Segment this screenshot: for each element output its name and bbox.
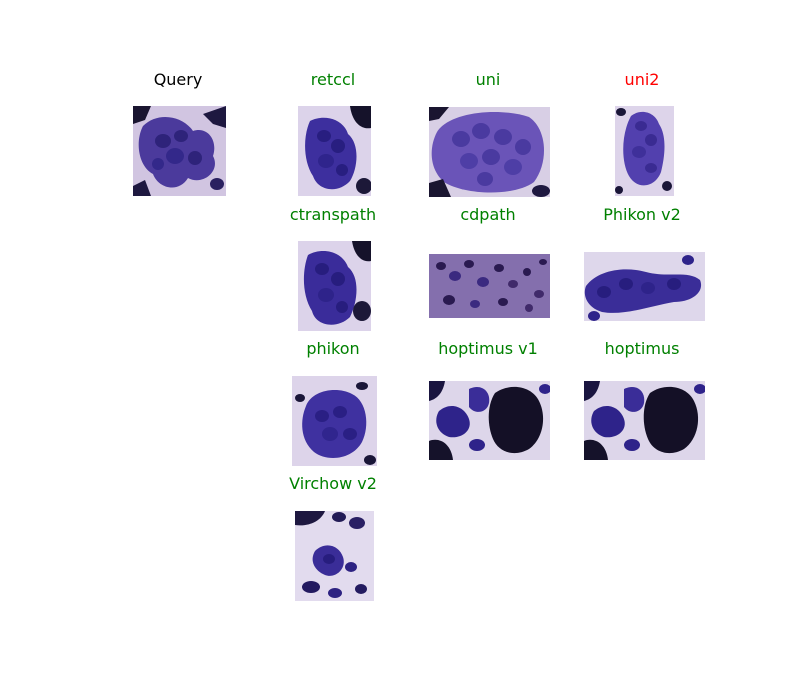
panel-title-retccl: retccl (310, 70, 356, 89)
phikon-image (292, 376, 377, 466)
uni2-image (615, 106, 674, 196)
retccl-image (298, 106, 371, 196)
hoptimus-v1-image (429, 381, 550, 460)
hoptimus-image (584, 381, 705, 460)
uni-image (429, 107, 550, 197)
panel-title-hoptimus-v1: hoptimus v1 (438, 339, 538, 358)
panel-title-uni2: uni2 (624, 70, 660, 89)
panel-title-virchow-v2: Virchow v2 (289, 474, 377, 493)
panel-title-ctranspath: ctranspath (289, 205, 377, 224)
panel-title-uni: uni (475, 70, 501, 89)
panel-title-hoptimus: hoptimus (604, 339, 680, 358)
panel-title-phikon: phikon (306, 339, 360, 358)
cdpath-image (429, 254, 550, 318)
panel-title-query: Query (153, 70, 203, 89)
panel-title-phikon-v2: Phikon v2 (603, 205, 681, 224)
query-image (133, 106, 226, 196)
ctranspath-image (298, 241, 371, 331)
virchow-v2-image (295, 511, 374, 601)
panel-title-cdpath: cdpath (460, 205, 516, 224)
phikon-v2-image (584, 252, 705, 321)
